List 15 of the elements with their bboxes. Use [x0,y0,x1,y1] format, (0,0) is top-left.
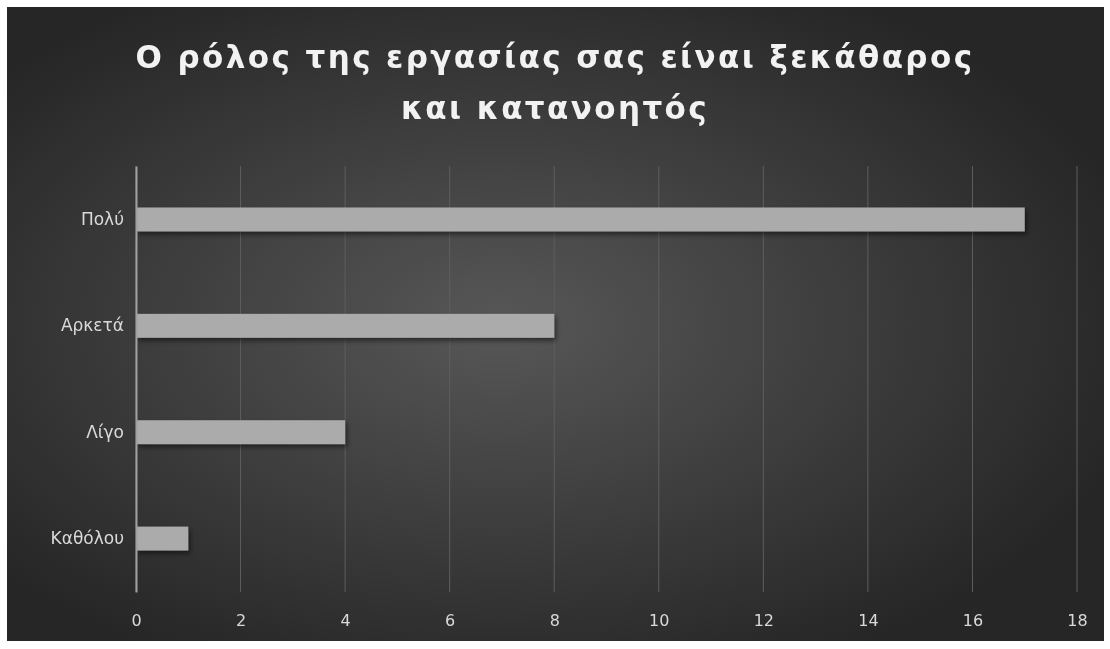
x-tick-label: 2 [235,611,247,631]
x-tick-label: 12 [753,611,775,631]
y-tick-label: Πολύ [80,208,124,229]
x-tick-label: 18 [1067,611,1088,631]
x-tick-label: 16 [962,611,984,631]
chart-title: Ο ρόλος της εργασίας σας είναι ξεκάθαρος και κατανοητός [135,39,975,126]
x-tick-label: 4 [340,611,351,631]
y-tick-label: Λίγο [86,421,124,442]
x-tick-label: 10 [649,611,670,631]
x-tick-label: 0 [131,611,142,631]
x-tick-label: 6 [445,611,456,631]
x-tick-label: 8 [549,611,560,631]
y-tick-label: Καθόλου [50,527,124,548]
x-tick-label: 14 [858,611,879,631]
y-tick-label: Αρκετά [60,315,124,336]
